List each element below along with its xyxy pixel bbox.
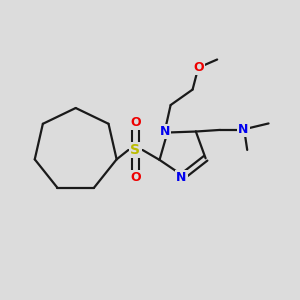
Text: O: O <box>193 61 204 74</box>
Text: S: S <box>130 143 140 157</box>
Text: O: O <box>130 171 141 184</box>
Text: N: N <box>160 125 170 138</box>
Text: N: N <box>238 123 248 136</box>
Text: O: O <box>130 116 141 129</box>
Text: N: N <box>176 171 187 184</box>
